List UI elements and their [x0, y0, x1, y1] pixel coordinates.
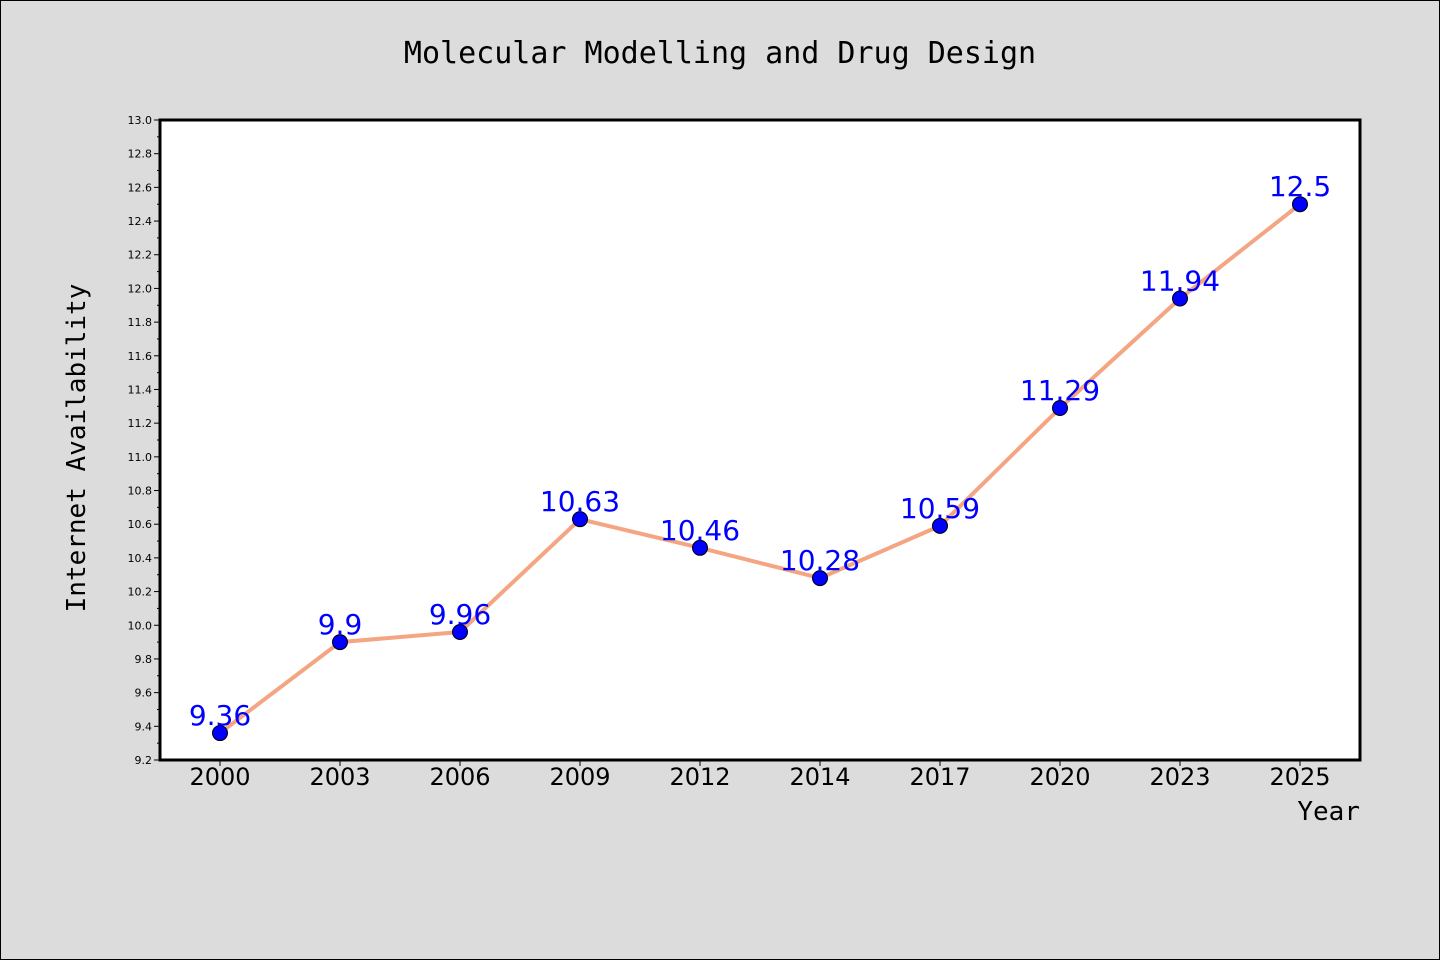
- y-tick-label: 10.8: [128, 485, 153, 498]
- x-tick-label: 2017: [909, 763, 970, 791]
- x-tick-label: 2014: [789, 763, 850, 791]
- plot-area: [158, 118, 1362, 762]
- y-tick-label: 10.0: [128, 619, 153, 632]
- data-point: [452, 624, 468, 640]
- y-tick-label: 10.2: [128, 586, 153, 599]
- x-tick-label: 2003: [309, 763, 370, 791]
- x-tick-label: 2020: [1029, 763, 1090, 791]
- series-layer: 9.36 9.9 9.96 10.63 10.46 10.28 10.59 11.29 11.9…: [189, 170, 1331, 742]
- x-tick-label: 2000: [189, 763, 250, 791]
- data-label: 10.28: [780, 544, 860, 577]
- x-axis-label: Year: [1297, 797, 1360, 827]
- data-label: 9.9: [318, 608, 363, 641]
- data-point: [1172, 290, 1188, 307]
- y-tick-label: 9.6: [135, 687, 153, 700]
- data-point: [1292, 196, 1308, 213]
- data-point: [812, 570, 828, 587]
- x-axis: 2000 2003 2006 2009 2012 2014 2017 2020 2023 2025: [189, 760, 1331, 791]
- y-tick-label: 12.2: [128, 249, 153, 262]
- x-tick-label: 2012: [669, 763, 730, 791]
- x-tick-label: 2006: [429, 763, 490, 791]
- y-tick-label: 11.8: [128, 316, 153, 329]
- series-line: [218, 202, 1302, 735]
- data-label: 10.63: [540, 485, 620, 518]
- y-axis: 9.2 9.4 9.6 9.8 10.0 10.2 10.4 10.6 10.8 11.0 11.2…: [128, 114, 160, 767]
- y-tick-label: 11.2: [128, 417, 153, 430]
- y-tick-label: 11.6: [128, 350, 153, 363]
- y-tick-label: 10.4: [128, 552, 153, 565]
- data-label: 12.5: [1269, 170, 1331, 203]
- data-point: [932, 517, 948, 534]
- y-axis-label: Internet Availability: [62, 284, 92, 613]
- data-label: 11.29: [1020, 374, 1100, 407]
- data-label: 9.36: [189, 699, 251, 732]
- y-tick-label: 11.4: [128, 383, 153, 396]
- y-tick-label: 9.2: [135, 754, 153, 767]
- y-tick-label: 12.6: [128, 181, 153, 194]
- data-label: 11.94: [1140, 265, 1220, 298]
- y-tick-label: 12.4: [128, 215, 153, 228]
- y-tick-label: 12.0: [128, 282, 153, 295]
- y-tick-label: 9.8: [135, 653, 153, 666]
- data-point: [572, 511, 588, 528]
- data-label: 10.46: [660, 514, 740, 547]
- y-tick-label: 11.0: [128, 451, 153, 464]
- y-tick-label: 12.8: [128, 148, 153, 161]
- y-tick-label: 13.0: [128, 114, 153, 127]
- data-label: 10.59: [900, 492, 980, 525]
- y-tick-label: 9.4: [135, 720, 153, 733]
- data-point: [212, 725, 228, 742]
- data-point: [332, 634, 348, 651]
- data-point: [1052, 400, 1068, 416]
- y-tick-label: 10.6: [128, 518, 153, 531]
- data-point: [692, 539, 708, 556]
- x-tick-label: 2025: [1269, 763, 1330, 791]
- x-tick-label: 2009: [549, 763, 610, 791]
- x-tick-label: 2023: [1149, 763, 1210, 791]
- chart-title: Molecular Modelling and Drug Design: [404, 36, 1036, 71]
- data-label: 9.96: [429, 598, 491, 631]
